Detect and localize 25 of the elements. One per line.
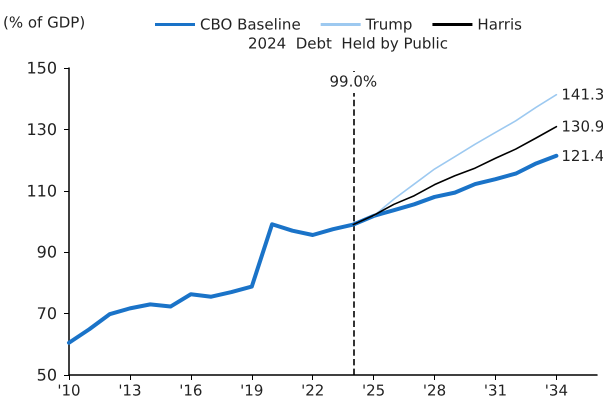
line-series xyxy=(372,94,558,217)
x-tick-label: '22 xyxy=(301,382,324,400)
y-tick-label: 50 xyxy=(36,366,57,384)
x-tick-label: '28 xyxy=(422,382,446,400)
y-axis-title: (% of GDP) xyxy=(3,14,86,32)
x-tick-label: '34 xyxy=(544,382,568,400)
annotation: 99.0% xyxy=(329,72,378,90)
line-series xyxy=(67,154,558,345)
y-tick-label: 70 xyxy=(36,304,57,324)
data-label: 130.9 xyxy=(561,118,603,136)
legend-label: Harris xyxy=(477,16,522,34)
data-label: 141.3 xyxy=(561,86,603,104)
x-tick-label: '25 xyxy=(362,382,386,400)
x-tick-label: '31 xyxy=(484,382,508,400)
x-tick-label: '19 xyxy=(240,382,264,400)
legend-label: Trump xyxy=(364,16,412,34)
y-tick-label: 150 xyxy=(26,58,57,78)
x-tick-label: '10 xyxy=(57,382,81,400)
y-tick-label: 90 xyxy=(36,242,57,262)
text: 2024 Debt Held by Public xyxy=(248,34,448,52)
y-tick-label: 110 xyxy=(26,181,57,200)
y-tick-label: 130 xyxy=(26,120,57,139)
legend-label: CBO Baseline xyxy=(200,16,301,34)
x-tick-label: '16 xyxy=(179,382,202,400)
x-tick-label: '13 xyxy=(118,382,142,400)
